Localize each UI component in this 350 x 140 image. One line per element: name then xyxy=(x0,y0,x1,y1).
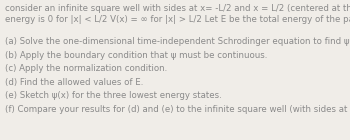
Text: (c) Apply the normalization condition.: (c) Apply the normalization condition. xyxy=(5,64,167,73)
Text: (b) Apply the boundary condition that ψ must be continuous.: (b) Apply the boundary condition that ψ … xyxy=(5,51,267,60)
Text: consider an infinite square well with sides at x= -L/2 and x = L/2 (centered at : consider an infinite square well with si… xyxy=(5,4,350,13)
Text: (d) Find the allowed values of E.: (d) Find the allowed values of E. xyxy=(5,78,144,87)
Text: (f) Compare your results for (d) and (e) to the infinite square well (with sides: (f) Compare your results for (d) and (e)… xyxy=(5,104,350,114)
Text: (e) Sketch ψ(x) for the three lowest energy states.: (e) Sketch ψ(x) for the three lowest ene… xyxy=(5,91,222,100)
Text: (a) Solve the one-dimensional time-independent Schrodinger equation to find ψ(x): (a) Solve the one-dimensional time-indep… xyxy=(5,37,350,46)
Text: energy is 0 for |x| < L/2 V(x) = ∞ for |x| > L/2 Let E be the total energy of th: energy is 0 for |x| < L/2 V(x) = ∞ for |… xyxy=(5,16,350,24)
